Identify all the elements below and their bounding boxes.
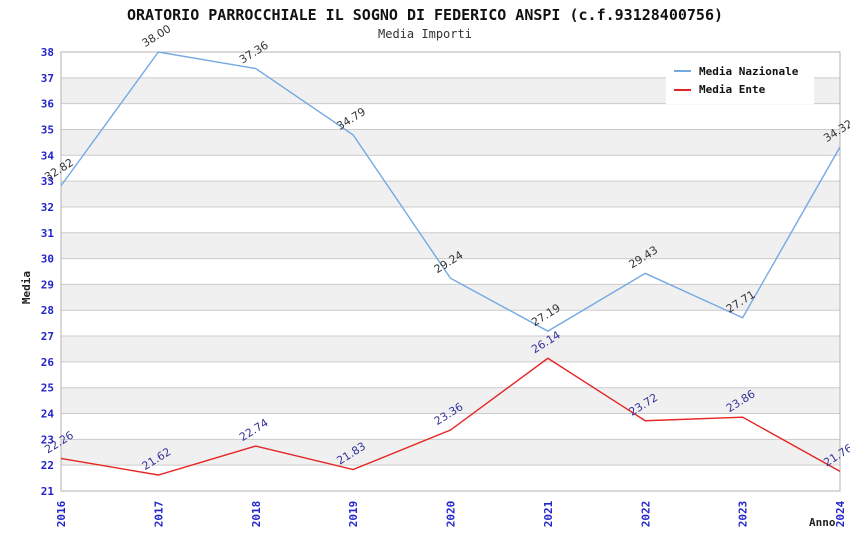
legend-label-ente: Media Ente: [699, 83, 766, 97]
y-tick-label: 32: [41, 201, 54, 214]
plot-border: [60, 51, 841, 492]
plot-band: [61, 439, 840, 466]
y-tick-label: 36: [41, 98, 55, 111]
point-label: 38.00: [140, 22, 174, 50]
y-tick-label: 28: [41, 304, 54, 317]
x-tick-label: 2019: [347, 501, 360, 528]
y-tick-label: 38: [41, 46, 54, 59]
y-tick-label: 27: [41, 330, 54, 343]
plot-band: [61, 206, 840, 233]
y-tick-label: 23: [41, 433, 54, 446]
y-tick-label: 33: [41, 175, 54, 188]
legend-label-nazionale: Media Nazionale: [699, 64, 799, 78]
chart-title: ORATORIO PARROCCHIALE IL SOGNO DI FEDERI…: [126, 6, 724, 24]
plot-band: [61, 310, 840, 337]
plot-band: [61, 465, 840, 491]
x-tick-label: 2020: [445, 501, 458, 528]
x-tick-label: 2022: [639, 501, 652, 528]
plot-band: [61, 103, 840, 130]
y-tick-label: 31: [41, 227, 55, 240]
series-line-media-ente: [60, 357, 841, 476]
y-axis-title: Media: [20, 270, 34, 305]
plot-band: [61, 258, 840, 285]
legend-item-media-ente: Media Ente: [674, 81, 810, 100]
series-line-media-nazionale: [60, 51, 841, 332]
x-tick-label: 2017: [152, 501, 165, 528]
y-tick-label: 34: [41, 149, 55, 162]
y-tick-label: 29: [41, 278, 54, 291]
legend-line-sample-nazionale: [674, 70, 691, 73]
plot-band: [61, 284, 840, 311]
plot-band: [61, 155, 840, 182]
x-tick-label: 2023: [737, 501, 750, 528]
plot-band: [61, 361, 840, 388]
y-tick-label: 24: [41, 408, 55, 421]
plot-band: [61, 387, 840, 414]
x-tick-label: 2021: [542, 500, 555, 527]
x-axis-title: Anno: [809, 516, 836, 529]
legend-line-sample-ente: [674, 88, 691, 91]
x-tick-label: 2024: [834, 500, 847, 527]
y-tick-label: 21: [41, 485, 55, 498]
y-tick-label: 22: [41, 459, 54, 472]
y-tick-label: 25: [41, 382, 54, 395]
legend: Media Nazionale Media Ente: [666, 56, 814, 104]
plot-band: [61, 181, 840, 207]
plot-band: [61, 336, 840, 362]
plot-band: [61, 232, 840, 259]
plot-band: [61, 129, 840, 156]
y-tick-label: 30: [41, 253, 54, 266]
y-tick-label: 26: [41, 356, 55, 369]
y-tick-label: 35: [41, 123, 54, 136]
x-tick-label: 2016: [55, 500, 68, 527]
y-tick-label: 37: [41, 72, 54, 85]
chart-subtitle: Media Importi: [378, 27, 472, 41]
legend-item-media-nazionale: Media Nazionale: [674, 62, 810, 81]
x-tick-label: 2018: [250, 501, 263, 528]
